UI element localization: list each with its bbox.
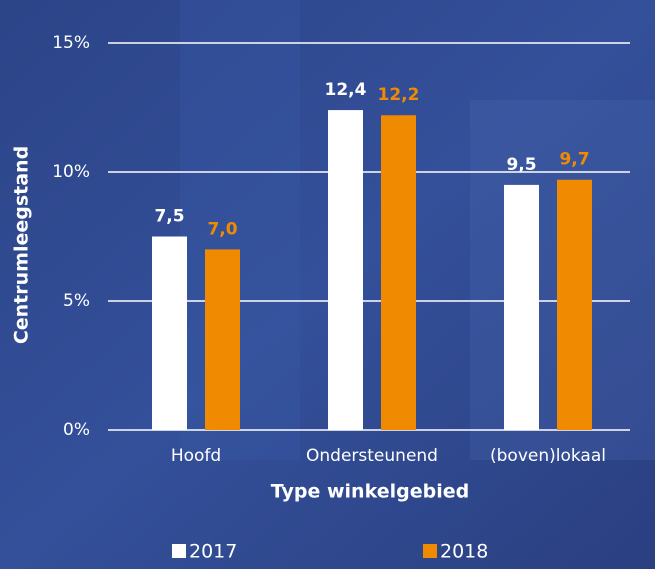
value-label: 9,5: [506, 155, 536, 175]
x-tick-label: Ondersteunend: [306, 446, 438, 466]
bar: [381, 115, 416, 431]
legend-swatch: [172, 544, 186, 558]
bar: [328, 110, 363, 430]
x-tick-label: (boven)lokaal: [490, 446, 606, 466]
value-label: 9,7: [559, 150, 589, 170]
value-label: 7,5: [154, 207, 184, 227]
bar: [504, 184, 539, 430]
bar: [205, 249, 240, 430]
value-label: 7,0: [207, 219, 237, 239]
y-axis-title: Centrumleegstand: [11, 146, 33, 344]
y-tick-label: 15%: [52, 33, 90, 53]
bar: [152, 236, 187, 430]
legend-swatch: [423, 544, 437, 558]
legend-label: 2018: [440, 541, 488, 563]
x-tick-label: Hoofd: [171, 446, 221, 466]
y-tick-label: 0%: [63, 420, 90, 440]
value-label: 12,2: [378, 85, 420, 105]
value-label: 12,4: [325, 80, 367, 100]
y-tick-label: 5%: [63, 291, 90, 311]
y-tick-label: 10%: [52, 162, 90, 182]
legend-label: 2017: [189, 541, 237, 563]
bar: [557, 179, 592, 430]
x-axis-title: Type winkelgebied: [271, 481, 469, 503]
